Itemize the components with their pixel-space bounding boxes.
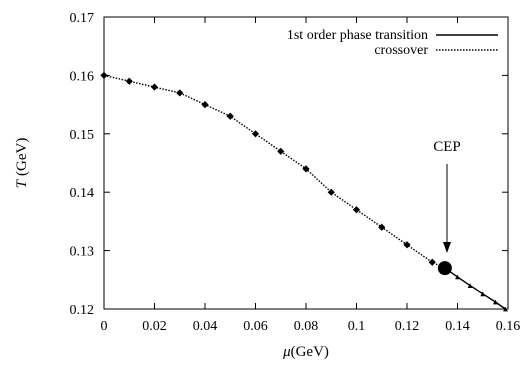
x-axis-unit: (GeV) — [291, 344, 329, 360]
y-tick-labels: 0.12 0.13 0.14 0.15 0.16 0.17 — [70, 11, 95, 318]
x-tick-label: 0.16 — [496, 319, 521, 334]
x-axis-label: μ(GeV) — [282, 344, 329, 360]
crossover-point — [302, 165, 310, 173]
plot-frame — [103, 16, 509, 310]
y-tick-label: 0.12 — [70, 303, 95, 318]
crossover-point — [403, 241, 411, 249]
cep-annotation: CEP — [433, 139, 461, 253]
y-tick-label: 0.13 — [70, 245, 95, 260]
cep-label: CEP — [433, 139, 461, 155]
x-tick-label: 0 — [101, 319, 108, 334]
x-tick-label: 0.14 — [445, 319, 470, 334]
x-tick-label: 0.1 — [348, 319, 366, 334]
cep-arrow-head — [443, 242, 451, 253]
first-order-point — [455, 274, 460, 280]
y-tick-label: 0.17 — [70, 11, 95, 26]
crossover-point — [226, 112, 234, 120]
crossover-point — [150, 83, 159, 91]
y-axis-symbol: T — [14, 178, 30, 188]
first-order-point — [503, 306, 508, 312]
first-order-point — [467, 283, 473, 289]
x-tick-label: 0.02 — [142, 319, 167, 334]
crossover-point — [100, 71, 108, 79]
crossover-point — [251, 130, 260, 138]
first-order-point — [492, 299, 498, 305]
y-tick-label: 0.14 — [70, 186, 95, 201]
x-tick-label: 0.08 — [294, 319, 319, 334]
x-tick-labels: 0 0.02 0.04 0.06 0.08 0.1 0.12 0.14 0.16 — [101, 319, 521, 334]
cep-point — [437, 261, 452, 276]
x-axis-symbol: μ — [282, 344, 291, 360]
crossover-point — [327, 188, 335, 196]
x-tick-label: 0.12 — [395, 319, 420, 334]
crossover-point — [352, 206, 361, 214]
crossover-point — [125, 77, 133, 85]
crossover-point — [201, 101, 209, 109]
y-axis-label: T (GeV) — [14, 138, 30, 189]
crossover-point — [277, 147, 285, 155]
crossover-point — [176, 89, 184, 97]
crossover-point — [428, 258, 436, 266]
y-tick-label: 0.15 — [70, 128, 95, 143]
series-line-crossover — [103, 74, 446, 269]
x-tick-label: 0.06 — [243, 319, 268, 334]
first-order-point — [480, 291, 486, 297]
y-axis-unit: (GeV) — [14, 138, 30, 176]
x-tick-label: 0.04 — [193, 319, 218, 334]
legend-label-crossover: crossover — [374, 43, 428, 58]
crossover-point — [378, 223, 386, 231]
marker-layer — [100, 71, 508, 312]
y-tick-label: 0.16 — [70, 69, 95, 84]
legend: 1st order phase transition crossover — [287, 28, 498, 58]
legend-label-first-order: 1st order phase transition — [287, 28, 428, 43]
